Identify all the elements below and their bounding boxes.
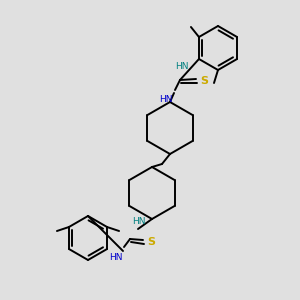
Text: S: S: [147, 237, 155, 247]
Text: HN: HN: [109, 253, 123, 262]
Text: HN: HN: [132, 218, 146, 226]
Text: HN: HN: [175, 62, 188, 71]
Text: S: S: [200, 76, 208, 86]
Text: HN: HN: [159, 94, 173, 103]
